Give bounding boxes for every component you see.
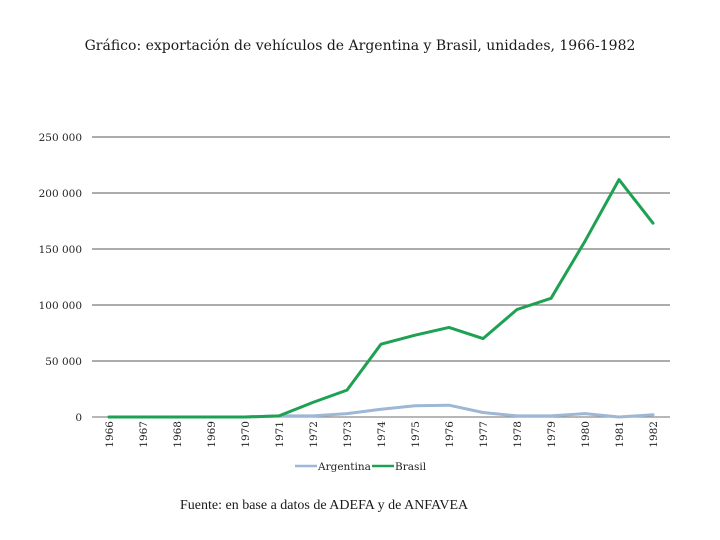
- y-tick-label: 50 000: [45, 356, 82, 368]
- legend: Argentina Brasil: [295, 461, 427, 473]
- y-tick-label: 200 000: [39, 188, 82, 200]
- x-tick-label: 1973: [342, 421, 354, 448]
- x-tick-label: 1966: [104, 421, 116, 448]
- x-tick-label: 1970: [240, 421, 252, 448]
- x-tick-label: 1968: [172, 421, 184, 448]
- series-line-argentina: [107, 403, 655, 419]
- series-line-brasil: [107, 178, 655, 419]
- x-tick-label: 1976: [444, 421, 456, 448]
- x-tick-label: 1980: [580, 421, 592, 448]
- x-tick-label: 1969: [206, 421, 218, 448]
- series-lines: [107, 178, 655, 419]
- chart-title: Gráfico: exportación de vehículos de Arg…: [84, 38, 636, 54]
- legend-label: Argentina: [317, 461, 371, 473]
- legend-label: Brasil: [395, 461, 427, 473]
- y-tick-label: 0: [75, 412, 82, 424]
- x-tick-label: 1972: [308, 421, 320, 448]
- x-tick-label: 1978: [512, 421, 524, 448]
- x-tick-label: 1975: [410, 421, 422, 448]
- y-axis-tick-labels: 0 50 000 100 000 150 000 200 000 250 000: [39, 132, 82, 424]
- x-tick-label: 1981: [614, 421, 626, 448]
- y-tick-label: 250 000: [39, 132, 82, 144]
- y-tick-label: 100 000: [39, 300, 82, 312]
- x-tick-label: 1979: [546, 421, 558, 448]
- x-tick-label: 1971: [274, 421, 286, 448]
- gridlines: [92, 136, 670, 418]
- x-tick-label: 1974: [376, 421, 388, 448]
- x-axis-tick-labels: 1966 1967 1968 1969 1970 1971 1972 1973 1974 1975…: [104, 421, 660, 448]
- x-tick-label: 1982: [648, 421, 660, 448]
- y-tick-label: 150 000: [39, 244, 82, 256]
- x-tick-label: 1977: [478, 421, 490, 448]
- source-note: Fuente: en base a datos de ADEFA y de AN…: [180, 498, 469, 513]
- x-tick-label: 1967: [138, 421, 150, 448]
